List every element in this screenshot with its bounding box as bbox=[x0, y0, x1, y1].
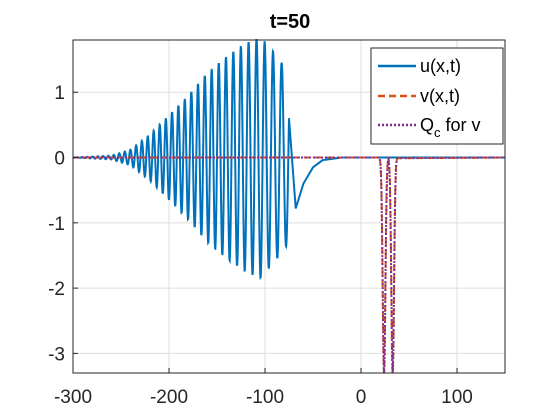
x-tick-label: -100 bbox=[246, 387, 284, 408]
legend-label-qc-rest: for v bbox=[441, 115, 481, 135]
x-tick-label: -200 bbox=[150, 387, 188, 408]
y-tick-label: 0 bbox=[54, 149, 65, 170]
y-tick-label: -2 bbox=[48, 279, 65, 300]
y-tick-label: 1 bbox=[54, 83, 65, 104]
legend-label-qc-main: Q bbox=[420, 115, 434, 135]
plot-area: -300 -200 -100 0 100 1 0 -1 -2 -3 bbox=[48, 39, 506, 408]
legend-label-qc: Qc for v bbox=[420, 115, 481, 140]
y-tick-label: -3 bbox=[48, 344, 65, 365]
legend-label-qc-sub: c bbox=[434, 125, 441, 140]
x-tick-label: 0 bbox=[356, 387, 367, 408]
series-qc-line bbox=[72, 156, 506, 374]
y-tick-label: -1 bbox=[48, 214, 65, 235]
chart-title: t=50 bbox=[270, 11, 311, 33]
legend: u(x,t) v(x,t) Qc for v bbox=[370, 47, 504, 145]
legend-label-v: v(x,t) bbox=[420, 86, 460, 106]
legend-label-u: u(x,t) bbox=[420, 56, 461, 76]
axes-box bbox=[72, 39, 506, 374]
x-tick-label: -300 bbox=[54, 387, 92, 408]
x-tick-label: 100 bbox=[441, 387, 473, 408]
